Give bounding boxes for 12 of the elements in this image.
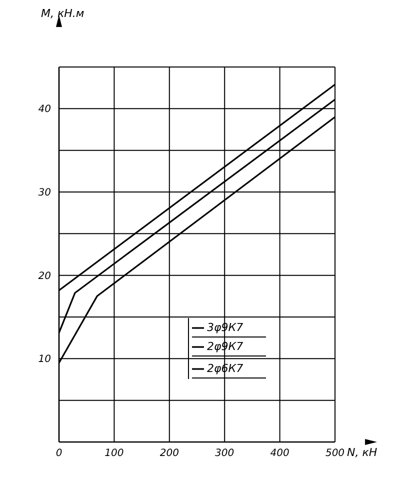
y-tick-label: 10 bbox=[38, 354, 51, 366]
y-tick-label: 30 bbox=[38, 188, 51, 199]
x-tick-label: 200 bbox=[160, 448, 179, 459]
x-tick-label: 0 bbox=[56, 448, 62, 459]
x-axis-title: N, кН bbox=[347, 446, 378, 459]
y-tick-label: 20 bbox=[38, 270, 51, 282]
y-axis-title: M, кН.м bbox=[41, 7, 84, 20]
x-tick-label: 300 bbox=[215, 448, 234, 459]
x-tick-label: 100 bbox=[104, 448, 124, 459]
x-tick-label: 400 bbox=[270, 448, 290, 459]
x-tick-label: 500 bbox=[325, 448, 345, 459]
y-tick-label: 40 bbox=[38, 104, 51, 116]
